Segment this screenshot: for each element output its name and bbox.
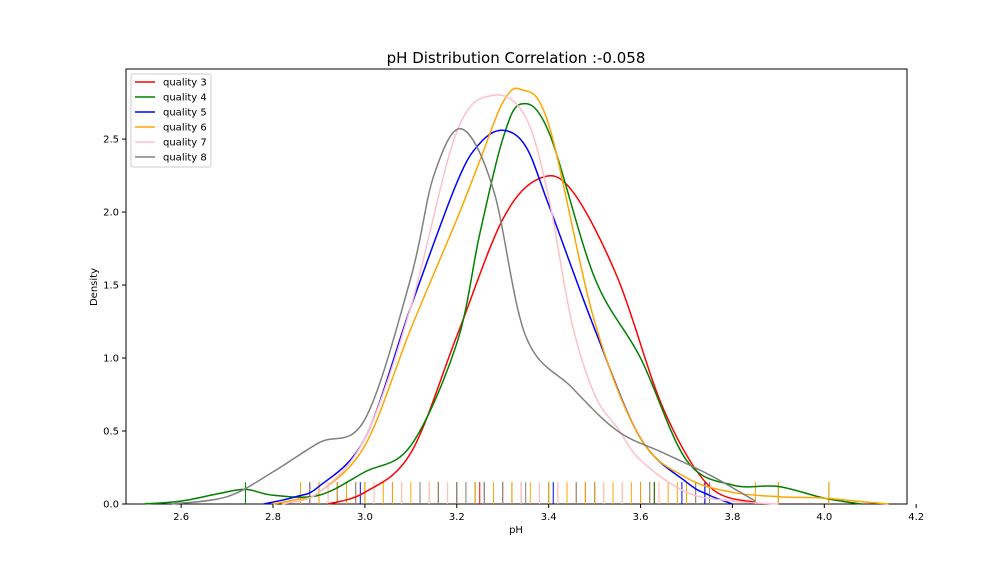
x-tick-label: 4.0 xyxy=(816,512,832,523)
x-tick-label: 3.2 xyxy=(449,512,465,523)
axes-frame xyxy=(125,68,908,505)
series-line-5 xyxy=(281,94,779,505)
x-tick-label: 3.0 xyxy=(357,512,373,523)
y-tick-label: 1.0 xyxy=(103,354,119,365)
legend-label-4: quality 6 xyxy=(163,123,207,134)
x-tick-label: 3.4 xyxy=(541,512,557,523)
x-tick-label: 3.6 xyxy=(633,512,649,523)
y-tick-label: 0.0 xyxy=(103,500,119,511)
legend-label-2: quality 4 xyxy=(163,93,207,104)
legend: quality 3 quality 4 quality 5 quality 6 qual… xyxy=(130,73,212,168)
legend-label-1: quality 3 xyxy=(163,78,207,89)
y-tick-label: 2.5 xyxy=(103,135,119,146)
legend-label-6: quality 8 xyxy=(163,153,207,164)
x-tick-label: 4.2 xyxy=(908,512,924,523)
series-line-4 xyxy=(272,87,889,505)
x-tick-label: 3.8 xyxy=(724,512,740,523)
chart-title: pH Distribution Correlation :-0.058 xyxy=(387,49,646,67)
series-line-2 xyxy=(144,102,862,505)
y-tick-label: 0.5 xyxy=(103,427,119,438)
y-axis: 0.0 0.5 1.0 1.5 2.0 2.5 xyxy=(103,135,126,511)
x-axis-label: pH xyxy=(509,525,523,536)
series-line-6 xyxy=(171,128,756,505)
legend-label-5: quality 7 xyxy=(163,138,207,149)
plot-area xyxy=(125,68,908,505)
rug-marks xyxy=(244,482,830,504)
density-curves xyxy=(144,87,889,505)
x-tick-label: 2.6 xyxy=(173,512,189,523)
x-tick-label: 2.8 xyxy=(265,512,281,523)
y-tick-label: 1.5 xyxy=(103,281,119,292)
y-tick-label: 2.0 xyxy=(103,208,119,219)
x-axis: 2.6 2.8 3.0 3.2 3.4 3.6 3.8 4.0 4.2 xyxy=(173,504,924,523)
y-axis-label: Density xyxy=(89,268,100,306)
legend-label-3: quality 5 xyxy=(163,108,207,119)
